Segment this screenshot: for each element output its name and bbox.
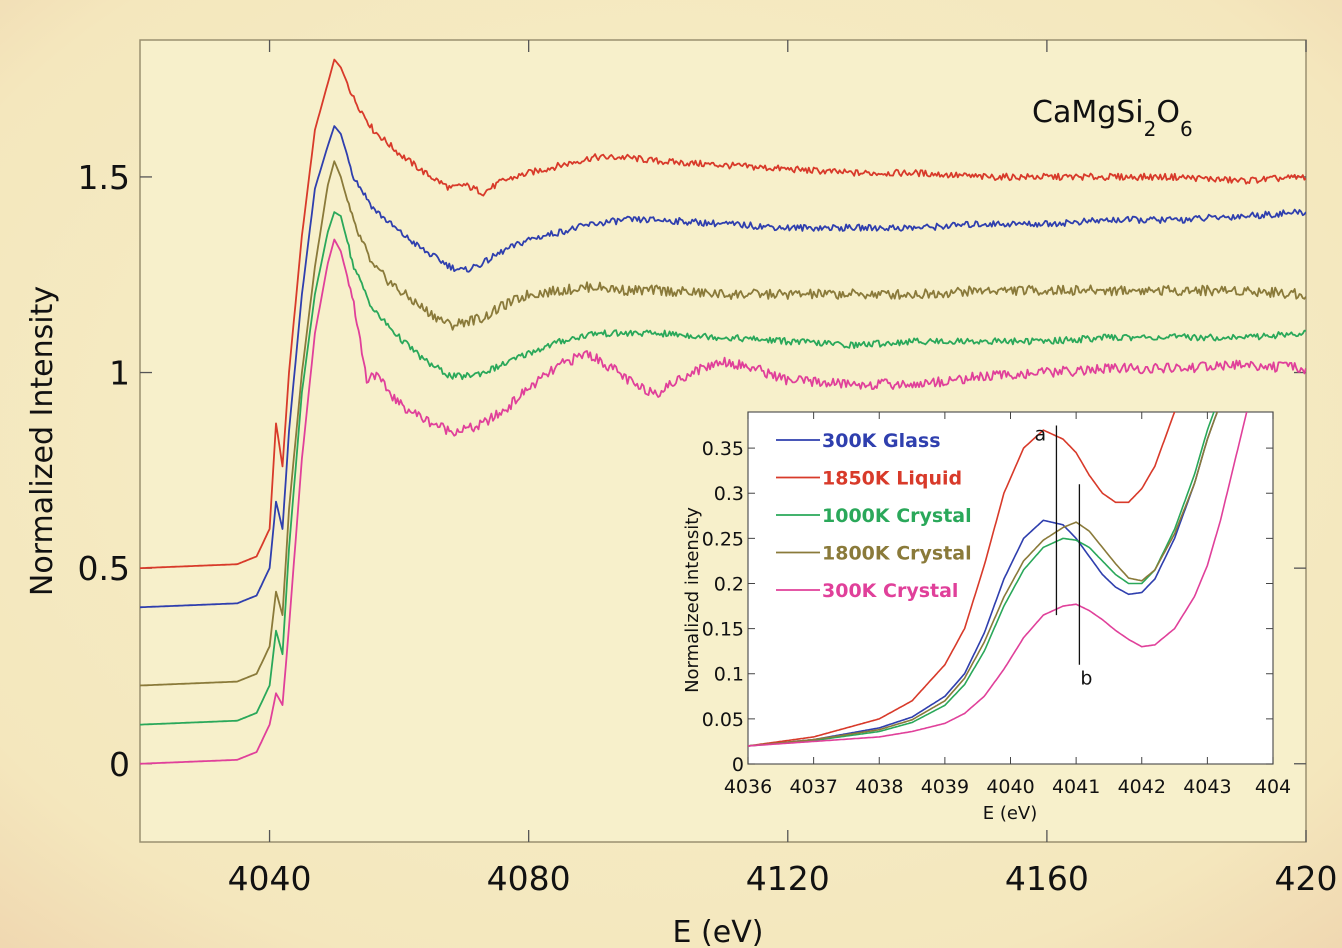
main-y-tick-label: 0.5 [78, 549, 130, 588]
inset-y-tick-label: 0.1 [714, 664, 744, 686]
inset-y-tick-label: 0.15 [702, 619, 744, 641]
inset-x-tick-label: 4038 [855, 776, 903, 798]
main-series-line [140, 125, 1306, 609]
inset-y-tick-label: 0.25 [702, 528, 744, 550]
legend-label: 300K Crystal [822, 580, 958, 602]
legend-label: 1000K Crystal [822, 505, 972, 527]
title-part-base1: CaMgSi [1032, 95, 1144, 130]
main-series-line [140, 211, 1306, 726]
inset-x-axis-label: E (eV) [983, 803, 1038, 824]
main-x-axis-label: E (eV) [673, 915, 764, 948]
main-x-tick-label: 4080 [487, 859, 571, 898]
legend-label: 300K Glass [822, 430, 941, 452]
inset-x-tick-label: 4041 [1052, 776, 1100, 798]
inset-series-line [748, 412, 1215, 747]
annotation-label-b: b [1080, 668, 1092, 690]
main-x-tick-label: 4120 [746, 859, 830, 898]
inset-x-tick-label: 4036 [724, 776, 772, 798]
inset-y-tick-label: 0 [732, 754, 744, 776]
inset-y-tick-label: 0.2 [714, 573, 744, 595]
main-series-line [140, 238, 1306, 765]
main-x-tick-label: 420 [1275, 859, 1338, 898]
inset-y-tick-label: 0.3 [714, 483, 744, 505]
annotation-label-a: a [1034, 424, 1046, 446]
inset-series-line [748, 412, 1248, 747]
title-part-sub2: 6 [1180, 117, 1193, 141]
inset-series-line [748, 412, 1219, 747]
inset-x-tick-label: 4043 [1183, 776, 1231, 798]
legend-label: 1850K Liquid [822, 468, 962, 490]
main-chart-title: CaMgSi2O6 [1032, 95, 1193, 141]
inset-x-tick-label: 4042 [1118, 776, 1166, 798]
main-series-line [140, 160, 1306, 687]
title-part-sub1: 2 [1144, 117, 1157, 141]
main-series-line [140, 58, 1306, 569]
inset-series-line [748, 412, 1176, 747]
inset-chart: 4036 4037 4038 4039 4040 4041 4042 4043 40400.05… [682, 411, 1291, 824]
inset-x-tick-label: 404 [1255, 776, 1291, 798]
legend-label: 1800K Crystal [822, 543, 972, 565]
inset-x-tick-label: 4039 [921, 776, 969, 798]
inset-y-axis-label: Normalized intensity [682, 507, 703, 693]
title-part-base2: O [1156, 95, 1180, 130]
inset-y-tick-label: 0.05 [702, 709, 744, 731]
main-y-tick-label: 1.5 [78, 158, 130, 197]
main-x-tick-label: 4160 [1005, 859, 1089, 898]
inset-x-tick-label: 4040 [986, 776, 1034, 798]
inset-plot-frame [747, 411, 1274, 765]
main-y-tick-label: 1 [109, 354, 130, 393]
inset-y-tick-label: 0.35 [702, 438, 744, 460]
inset-x-tick-label: 4037 [789, 776, 837, 798]
main-y-tick-label: 0 [109, 745, 130, 784]
main-y-axis-label: Normalized Intensity [25, 286, 60, 596]
main-x-tick-label: 4040 [228, 859, 312, 898]
